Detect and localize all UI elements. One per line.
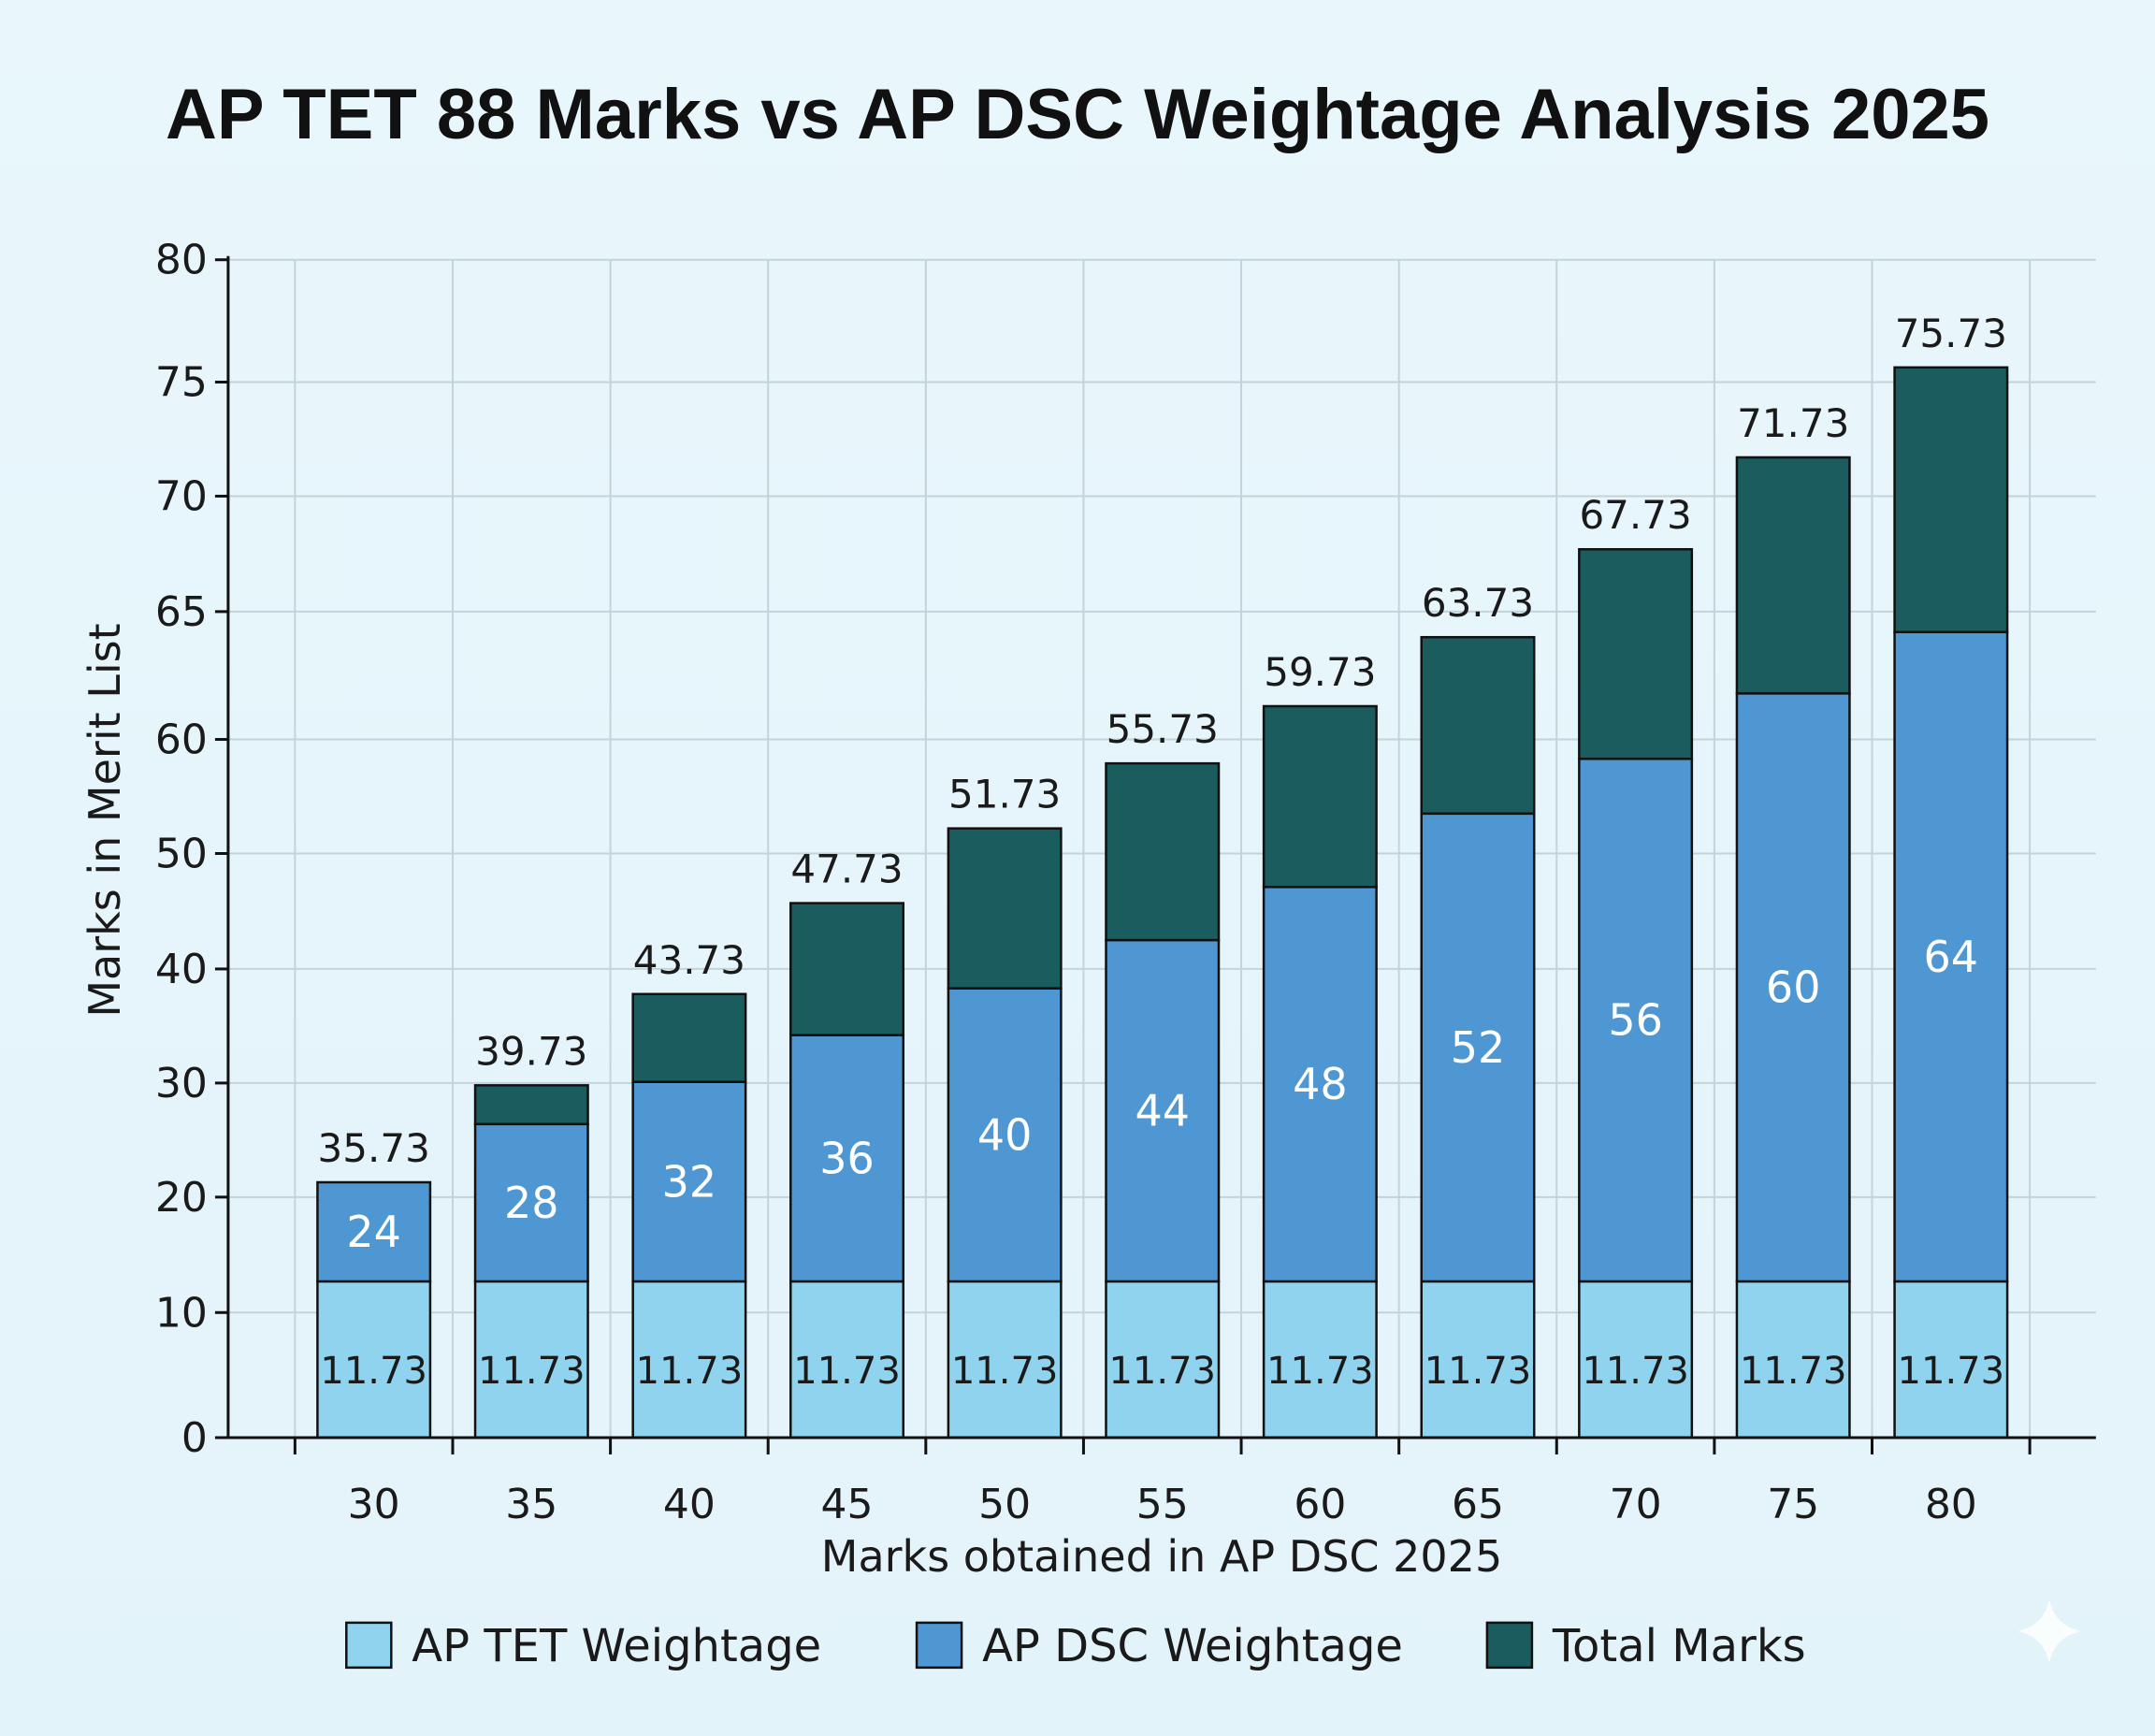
bar-segment-total xyxy=(631,992,747,1083)
bar-segment-total xyxy=(1735,456,1851,695)
x-tick-label: 40 xyxy=(663,1481,716,1528)
total-value-label: 39.73 xyxy=(475,1028,587,1074)
dsc-value-label: 36 xyxy=(819,1133,875,1183)
y-tick-label: 60 xyxy=(155,716,208,764)
y-tick-label: 10 xyxy=(155,1289,208,1337)
total-value-label: 55.73 xyxy=(1106,706,1219,752)
bar-segment-tet xyxy=(473,1280,589,1439)
grid xyxy=(227,258,2096,1439)
bar-segment-total xyxy=(947,827,1063,990)
dsc-value-label: 64 xyxy=(1924,932,1979,982)
x-tick-label: 60 xyxy=(1294,1481,1346,1528)
dsc-value-label: 32 xyxy=(662,1156,717,1207)
y-tick-label: 65 xyxy=(155,588,208,636)
tet-value-label: 11.73 xyxy=(1108,1350,1216,1393)
bar-segment-dsc xyxy=(473,1122,589,1283)
bar-segment-tet xyxy=(1735,1280,1851,1439)
legend-swatch xyxy=(345,1621,393,1670)
x-axis-label: Marks obtained in AP DSC 2025 xyxy=(821,1531,1502,1582)
dsc-value-label: 56 xyxy=(1608,995,1663,1046)
dsc-value-label: 60 xyxy=(1766,962,1821,1013)
total-value-label: 71.73 xyxy=(1737,400,1849,446)
bar-segment-dsc xyxy=(1262,886,1378,1283)
bar-segment-total xyxy=(789,902,905,1036)
total-value-label: 75.73 xyxy=(1895,311,2007,356)
tet-value-label: 11.73 xyxy=(1425,1350,1532,1393)
dsc-value-label: 48 xyxy=(1293,1059,1348,1109)
y-tick-label: 20 xyxy=(155,1174,208,1222)
x-tick-label: 50 xyxy=(978,1481,1031,1528)
tet-value-label: 11.73 xyxy=(320,1350,427,1393)
bar-segment-total xyxy=(1105,761,1221,942)
axes: 0 10 20 30 40 50 60 65 70 75 80 30 35 40 45 50 55 60 65 70 7… xyxy=(155,237,2096,1528)
tet-value-label: 11.73 xyxy=(636,1350,744,1393)
bar-segment-total xyxy=(1893,366,2009,633)
y-tick-label: 30 xyxy=(155,1060,208,1107)
bar-segment-dsc xyxy=(1893,630,2009,1283)
bar-segment-dsc xyxy=(1578,758,1694,1283)
total-value-label: 67.73 xyxy=(1579,492,1691,538)
legend-swatch xyxy=(915,1621,963,1670)
dsc-value-label: 28 xyxy=(504,1178,559,1228)
bar-segment-tet xyxy=(1262,1280,1378,1439)
total-value-label: 59.73 xyxy=(1264,649,1376,695)
bar-segment-dsc xyxy=(1735,692,1851,1283)
data-labels: 11.73 24 35.73 11.73 28 39.73 11.73 32 43.73 11.7… xyxy=(318,311,2007,1393)
total-value-label: 47.73 xyxy=(790,846,903,892)
tet-value-label: 11.73 xyxy=(951,1350,1059,1393)
tet-value-label: 11.73 xyxy=(1898,1350,2005,1393)
tet-value-label: 11.73 xyxy=(478,1350,586,1393)
dsc-value-label: 52 xyxy=(1451,1022,1506,1073)
y-axis-label: Marks in Merit List xyxy=(80,623,130,1017)
bar-segment-tet xyxy=(947,1280,1063,1439)
chart-title: AP TET 88 Marks vs AP DSC Weightage Anal… xyxy=(166,75,1989,154)
bar-segment-tet xyxy=(631,1280,747,1439)
dsc-value-label: 44 xyxy=(1135,1086,1190,1136)
bar-segment-total xyxy=(1420,635,1536,816)
x-tick-label: 55 xyxy=(1136,1481,1189,1528)
legend: AP TET Weightage AP DSC Weightage Total Ma… xyxy=(345,1620,1806,1672)
y-tick-label: 50 xyxy=(155,830,208,877)
x-tick-label: 45 xyxy=(821,1481,874,1528)
tet-value-label: 11.73 xyxy=(1740,1350,1847,1393)
bar-segment-total xyxy=(1578,547,1694,760)
x-tick-label: 65 xyxy=(1452,1481,1504,1528)
y-tick-label: 0 xyxy=(181,1414,208,1462)
x-tick-label: 70 xyxy=(1610,1481,1662,1528)
x-tick-label: 75 xyxy=(1767,1481,1819,1528)
dsc-value-label: 40 xyxy=(977,1109,1033,1160)
dsc-value-label: 24 xyxy=(346,1207,401,1257)
y-tick-label: 40 xyxy=(155,946,208,993)
total-value-label: 43.73 xyxy=(633,937,745,983)
tet-value-label: 11.73 xyxy=(1266,1350,1374,1393)
legend-label: AP TET Weightage xyxy=(412,1620,821,1672)
total-value-label: 35.73 xyxy=(318,1125,430,1171)
x-tick-label: 30 xyxy=(348,1481,400,1528)
bar-segment-tet xyxy=(789,1280,905,1439)
bar-segment-dsc xyxy=(316,1180,432,1283)
x-tick-label: 80 xyxy=(1925,1481,1977,1528)
legend-label: AP DSC Weightage xyxy=(982,1620,1403,1672)
bar-segment-dsc xyxy=(631,1080,747,1283)
total-value-label: 51.73 xyxy=(948,772,1061,817)
bars xyxy=(316,366,2009,1439)
bar-segment-tet xyxy=(316,1280,432,1439)
bar-segment-total xyxy=(1262,704,1378,889)
x-tick-label: 35 xyxy=(505,1481,557,1528)
legend-label: Total Marks xyxy=(1552,1620,1806,1672)
total-value-label: 63.73 xyxy=(1422,580,1534,626)
tet-value-label: 11.73 xyxy=(1582,1350,1689,1393)
y-tick-label: 80 xyxy=(155,237,208,284)
bar-segment-tet xyxy=(1578,1280,1694,1439)
y-tick-label: 70 xyxy=(155,472,208,520)
sparkle-watermark-icon xyxy=(2018,1599,2081,1663)
legend-swatch xyxy=(1485,1621,1534,1670)
bar-segment-total xyxy=(473,1084,589,1126)
bar-segment-dsc xyxy=(789,1034,905,1283)
tet-value-label: 11.73 xyxy=(793,1350,901,1393)
y-tick-label: 75 xyxy=(155,358,208,406)
bar-segment-dsc xyxy=(947,987,1063,1283)
